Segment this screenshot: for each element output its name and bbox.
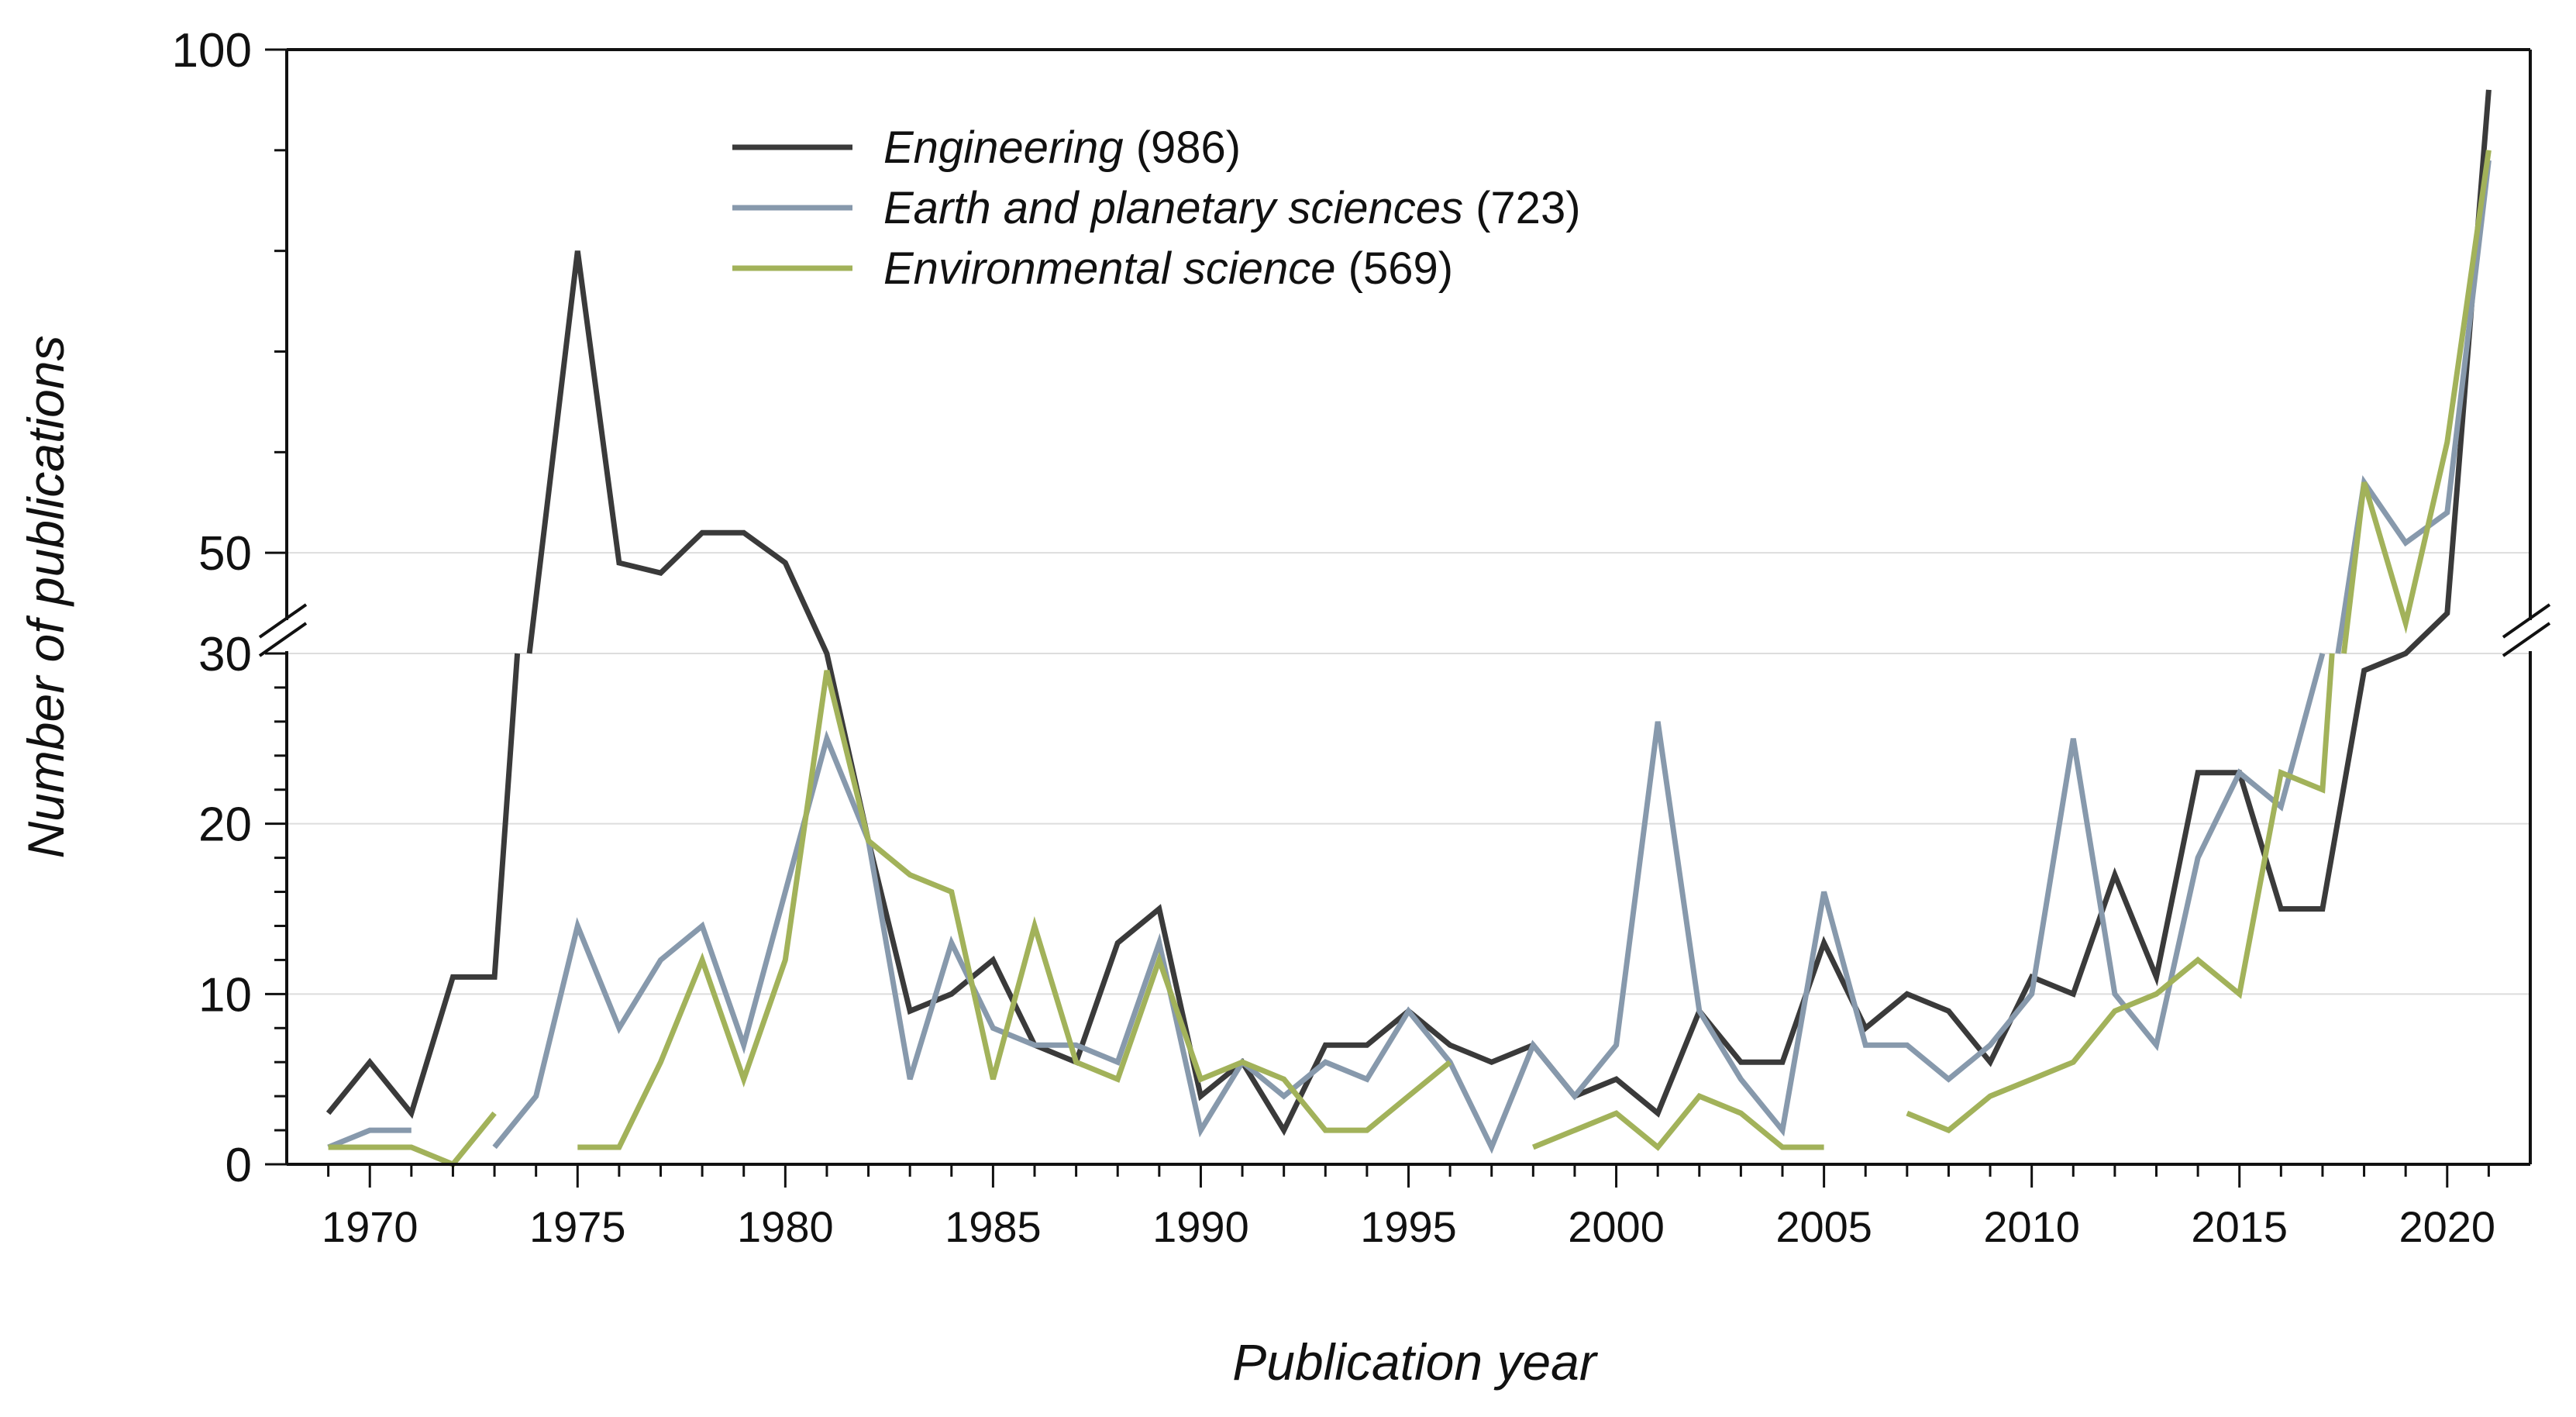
x-tick-label: 1985 (945, 1202, 1042, 1251)
legend-series-name: Engineering (883, 122, 1124, 173)
series-line-2 (577, 670, 1452, 1150)
series-line-1 (327, 1127, 412, 1150)
axis-break-mark (258, 603, 308, 639)
series-lines (325, 89, 2492, 1168)
legend-label: Earth and planetary sciences (723) (883, 183, 1581, 233)
series-line-2 (328, 1111, 497, 1168)
legend-series-count: (723) (1463, 183, 1581, 233)
x-tick-label: 2005 (1775, 1202, 1872, 1251)
x-tick-label: 2015 (2191, 1202, 2288, 1251)
legend-series-count: (986) (1124, 122, 1242, 173)
series-line-0 (325, 653, 521, 1119)
x-tick-label: 1980 (737, 1202, 834, 1251)
legend-label: Engineering (986) (883, 122, 1241, 173)
legend-label: Environmental science (569) (883, 243, 1453, 294)
x-tick-label: 2000 (1568, 1202, 1665, 1251)
legend: Engineering (986) Earth and planetary sci… (732, 122, 1581, 294)
axis-break-mark (258, 622, 308, 657)
legend-series-count: (569) (1336, 243, 1454, 294)
axis-break-mark (2502, 603, 2551, 639)
y-tick-label: 30 (198, 628, 252, 681)
x-tick-label: 1975 (529, 1202, 626, 1251)
x-tick-label: 1995 (1360, 1202, 1457, 1251)
legend-series-name: Earth and planetary sciences (883, 183, 1463, 233)
series-line-2 (1531, 1092, 1824, 1151)
series-line-0 (526, 89, 2492, 1136)
y-tick-label: 20 (198, 798, 252, 852)
y-tick-label: 50 (198, 527, 252, 581)
axes (258, 48, 2554, 1188)
axis-break-mark (2502, 622, 2551, 657)
tick-labels: 0 10 20 30 50 100 1970 1975 1980 1985 1990 1995 2000… (172, 24, 2496, 1251)
gridlines (287, 552, 2530, 995)
y-tick-label: 0 (226, 1139, 252, 1192)
x-tick-label: 1970 (322, 1202, 418, 1251)
x-tick-label: 1990 (1152, 1202, 1249, 1251)
y-axis-label: Number of publications (17, 335, 74, 858)
y-tick-label: 100 (172, 24, 252, 78)
legend-series-name: Environmental science (883, 243, 1336, 294)
x-tick-label: 2010 (1983, 1202, 2080, 1251)
x-axis-label: Publication year (1232, 1333, 1599, 1391)
series-line-2 (1906, 653, 2335, 1134)
y-tick-label: 10 (198, 968, 252, 1022)
series-line-1 (492, 653, 2326, 1154)
x-tick-label: 2020 (2399, 1202, 2495, 1251)
series-line-2 (2341, 150, 2492, 654)
